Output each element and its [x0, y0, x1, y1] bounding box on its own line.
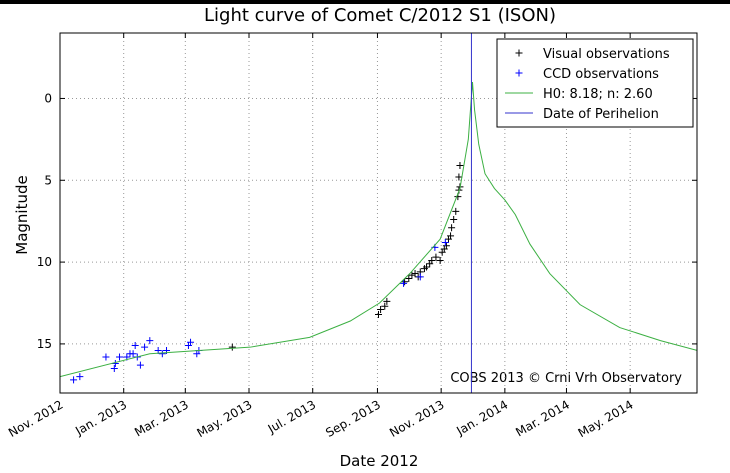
y-tick-label: 5 [44, 173, 52, 187]
observation-marker [116, 353, 124, 361]
observation-marker [76, 373, 84, 381]
observation-marker [375, 310, 382, 318]
legend-marker [515, 49, 523, 57]
observation-marker [455, 173, 463, 181]
observation-marker [228, 343, 236, 351]
observation-marker [436, 256, 444, 264]
y-tick-label: 10 [37, 255, 52, 269]
x-tick-label: Sep. 2013 [323, 397, 383, 440]
x-tick-label: Nov. 2012 [6, 397, 66, 439]
observation-marker [381, 302, 389, 310]
x-tick-label: May. 2013 [194, 397, 254, 440]
x-axis-label: Date 2012 [340, 452, 419, 470]
plot-frame [59, 32, 698, 394]
observation-marker [158, 350, 166, 358]
observation-marker [400, 279, 408, 287]
observation-marker [411, 270, 419, 278]
x-tick-label: Jul. 2013 [265, 397, 318, 436]
observation-marker [428, 256, 436, 264]
observation-marker [416, 273, 424, 281]
observation-marker [408, 271, 416, 279]
observation-marker [70, 376, 78, 384]
x-tick-label: Jan. 2014 [453, 397, 510, 438]
observation-marker [447, 232, 455, 240]
observation-marker [136, 361, 144, 369]
observation-marker [187, 338, 195, 346]
legend-label: H0: 8.18; n: 2.60 [543, 87, 653, 102]
legend-label: CCD observations [543, 67, 659, 82]
observation-marker [383, 297, 391, 305]
observation-marker [441, 238, 449, 246]
observation-marker [129, 350, 137, 358]
observation-marker [405, 274, 413, 282]
observation-marker [450, 216, 458, 224]
observation-marker [110, 364, 118, 372]
observation-marker [131, 342, 139, 350]
observation-marker [456, 162, 464, 170]
observation-marker [452, 207, 460, 215]
observation-marker [141, 343, 149, 351]
y-tick-label: 15 [37, 337, 52, 351]
observation-marker [448, 224, 456, 232]
chart-title: Light curve of Comet C/2012 S1 (ISON) [204, 5, 556, 26]
observation-marker [432, 253, 440, 261]
observation-marker [401, 278, 409, 286]
y-axis-label: Magnitude [13, 175, 31, 254]
legend-label: Visual observations [543, 47, 670, 62]
top-bar [0, 0, 730, 4]
y-tick-label: 0 [44, 91, 52, 105]
x-tick-label: Jan. 2013 [72, 397, 129, 438]
observation-marker [146, 337, 154, 345]
series-group [60, 33, 697, 393]
legend-label: Date of Perihelion [543, 107, 659, 122]
legend-box [496, 38, 694, 128]
legend-marker [515, 69, 523, 77]
x-tick-label: Nov. 2013 [387, 397, 447, 439]
annotation: COBS 2013 © Crni Vrh Observatory [450, 371, 682, 386]
observation-marker [102, 353, 110, 361]
x-tick-label: May. 2014 [576, 397, 636, 440]
x-tick-label: Mar. 2013 [132, 397, 191, 439]
observation-marker [442, 242, 450, 250]
observation-marker [423, 263, 431, 271]
model-curve [60, 82, 697, 378]
x-tick-label: Mar. 2014 [513, 397, 572, 439]
observation-marker [377, 306, 385, 314]
